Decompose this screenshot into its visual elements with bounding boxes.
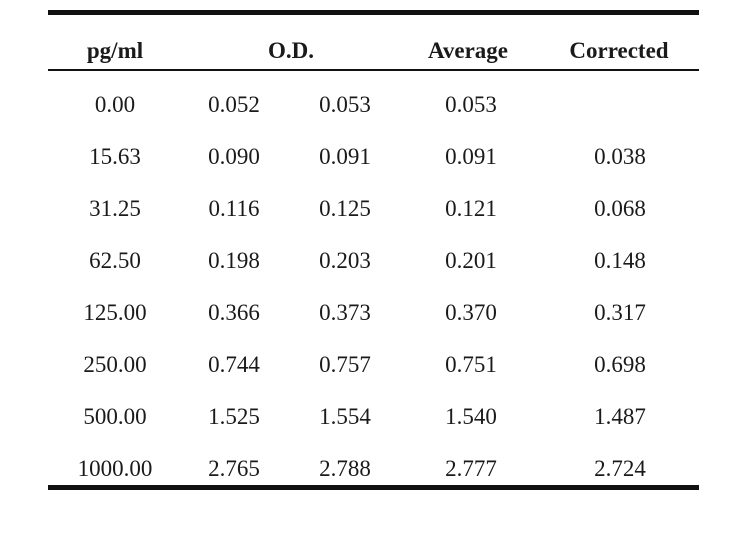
cell-od-2: 0.757 [319,352,371,377]
cell-corrected: 2.724 [594,456,646,481]
cell-corrected: 0.148 [594,248,646,273]
table-row: 1000.00 2.765 2.788 2.777 2.724 [48,454,699,484]
cell-corrected: 0.068 [594,196,646,221]
cell-average: 0.370 [445,300,497,325]
cell-od-2: 0.053 [319,92,371,117]
cell-od-1: 1.525 [208,404,260,429]
cell-concentration: 500.00 [83,404,147,429]
cell-od-1: 0.090 [208,144,260,169]
cell-od-1: 0.366 [208,300,260,325]
table-row: 125.00 0.366 0.373 0.370 0.317 [48,298,699,328]
cell-average: 0.053 [445,92,497,117]
cell-od-2: 1.554 [319,404,371,429]
cell-concentration: 250.00 [83,352,147,377]
cell-od-2: 0.203 [319,248,371,273]
cell-average: 1.540 [445,404,497,429]
header-average: Average [427,38,509,63]
table-header-rule [48,69,699,71]
cell-corrected: 1.487 [594,404,646,429]
cell-concentration: 1000.00 [77,456,153,481]
cell-average: 0.201 [445,248,497,273]
cell-corrected: 0.317 [594,300,646,325]
table-top-rule [48,10,699,15]
cell-average: 0.751 [445,352,497,377]
cell-average: 2.777 [445,456,497,481]
cell-concentration: 62.50 [89,248,141,273]
cell-average: 0.091 [445,144,497,169]
cell-concentration: 125.00 [83,300,147,325]
cell-concentration: 0.00 [94,92,136,117]
table-row: 250.00 0.744 0.757 0.751 0.698 [48,350,699,380]
table-row: 62.50 0.198 0.203 0.201 0.148 [48,246,699,276]
cell-od-2: 0.373 [319,300,371,325]
header-concentration: pg/ml [86,38,144,63]
table-row: 500.00 1.525 1.554 1.540 1.487 [48,402,699,432]
table-row: 31.25 0.116 0.125 0.121 0.068 [48,194,699,224]
table-row: 15.63 0.090 0.091 0.091 0.038 [48,142,699,172]
table-header-row: pg/ml O.D. Average Corrected [48,15,699,69]
cell-od-1: 2.765 [208,456,260,481]
cell-corrected: 0.698 [594,352,646,377]
cell-od-2: 2.788 [319,456,371,481]
cell-concentration: 31.25 [89,196,141,221]
cell-od-1: 0.198 [208,248,260,273]
header-od: O.D. [268,38,314,63]
table-body: 0.00 0.052 0.053 0.053 15.63 0.090 0.091… [48,71,699,485]
cell-concentration: 15.63 [89,144,141,169]
table-row: 0.00 0.052 0.053 0.053 [48,90,699,120]
cell-od-2: 0.091 [319,144,371,169]
cell-od-1: 0.116 [208,196,260,221]
header-corrected: Corrected [569,38,669,63]
table-bottom-rule [48,485,699,490]
cell-average: 0.121 [445,196,497,221]
cell-od-1: 0.744 [208,352,260,377]
cell-od-2: 0.125 [319,196,371,221]
cell-od-1: 0.052 [208,92,260,117]
standard-curve-table: pg/ml O.D. Average Corrected 0.00 0.052 … [48,10,699,490]
cell-corrected: 0.038 [594,144,646,169]
